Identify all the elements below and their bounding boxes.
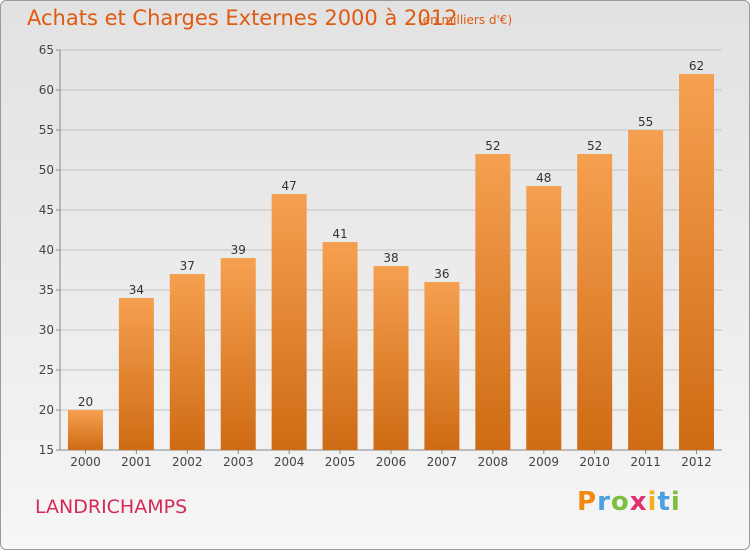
y-tick-label: 60 xyxy=(39,83,54,97)
y-tick-label: 25 xyxy=(39,363,54,377)
x-tick-label-2010: 2010 xyxy=(579,455,610,469)
x-tick-label-2002: 2002 xyxy=(172,455,203,469)
data-label-2000: 20 xyxy=(78,395,93,409)
data-label-2004: 47 xyxy=(282,179,297,193)
x-tick-label-2004: 2004 xyxy=(274,455,305,469)
bar-2007 xyxy=(424,282,460,450)
data-label-2009: 48 xyxy=(536,171,551,185)
y-tick-label: 65 xyxy=(39,43,54,57)
bar-2011 xyxy=(628,130,664,450)
data-label-2002: 37 xyxy=(180,259,195,273)
bar-2003 xyxy=(220,258,256,450)
bar-2006 xyxy=(373,266,409,450)
x-tick-label-2000: 2000 xyxy=(70,455,101,469)
y-tick-label: 55 xyxy=(39,123,54,137)
proxiti-logo: Proxiti xyxy=(577,487,681,517)
y-tick-label: 45 xyxy=(39,203,54,217)
data-label-2003: 39 xyxy=(231,243,246,257)
data-label-2012: 62 xyxy=(689,59,704,73)
bar-2002 xyxy=(169,274,205,450)
chart-subtitle: (en milliers d'€) xyxy=(418,13,513,27)
data-label-2006: 38 xyxy=(383,251,398,265)
x-tick-label-2008: 2008 xyxy=(478,455,509,469)
y-tick-label: 20 xyxy=(39,403,54,417)
bar-2001 xyxy=(118,298,154,450)
bar-2012 xyxy=(679,74,715,450)
x-tick-label-2003: 2003 xyxy=(223,455,254,469)
chart-title: Achats et Charges Externes 2000 à 2012 xyxy=(27,6,458,30)
bar-2010 xyxy=(577,154,613,450)
data-label-2008: 52 xyxy=(485,139,500,153)
labels: 15 20 25 30 35 40 45 50 55 60 65 20 2000 34 2001 37 2002… xyxy=(39,43,712,469)
data-label-2011: 55 xyxy=(638,115,653,129)
y-tick-label: 15 xyxy=(39,443,54,457)
x-tick-label-2006: 2006 xyxy=(376,455,407,469)
bar-2004 xyxy=(271,194,307,450)
y-tick-label: 40 xyxy=(39,243,54,257)
bar-2000 xyxy=(67,410,103,450)
x-tick-label-2001: 2001 xyxy=(121,455,152,469)
data-label-2010: 52 xyxy=(587,139,602,153)
bar-2005 xyxy=(322,242,358,450)
data-label-2007: 36 xyxy=(434,267,449,281)
data-label-2001: 34 xyxy=(129,283,144,297)
x-tick-label-2007: 2007 xyxy=(427,455,458,469)
y-tick-label: 35 xyxy=(39,283,54,297)
y-tick-label: 30 xyxy=(39,323,54,337)
x-tick-label-2009: 2009 xyxy=(528,455,559,469)
bars xyxy=(67,74,715,450)
x-tick-label-2011: 2011 xyxy=(630,455,661,469)
data-label-2005: 41 xyxy=(332,227,347,241)
x-tick-label-2012: 2012 xyxy=(681,455,712,469)
bar-2009 xyxy=(526,186,562,450)
commune-name: LANDRICHAMPS xyxy=(35,496,188,518)
y-tick-label: 50 xyxy=(39,163,54,177)
bar-2008 xyxy=(475,154,511,450)
x-tick-label-2005: 2005 xyxy=(325,455,356,469)
